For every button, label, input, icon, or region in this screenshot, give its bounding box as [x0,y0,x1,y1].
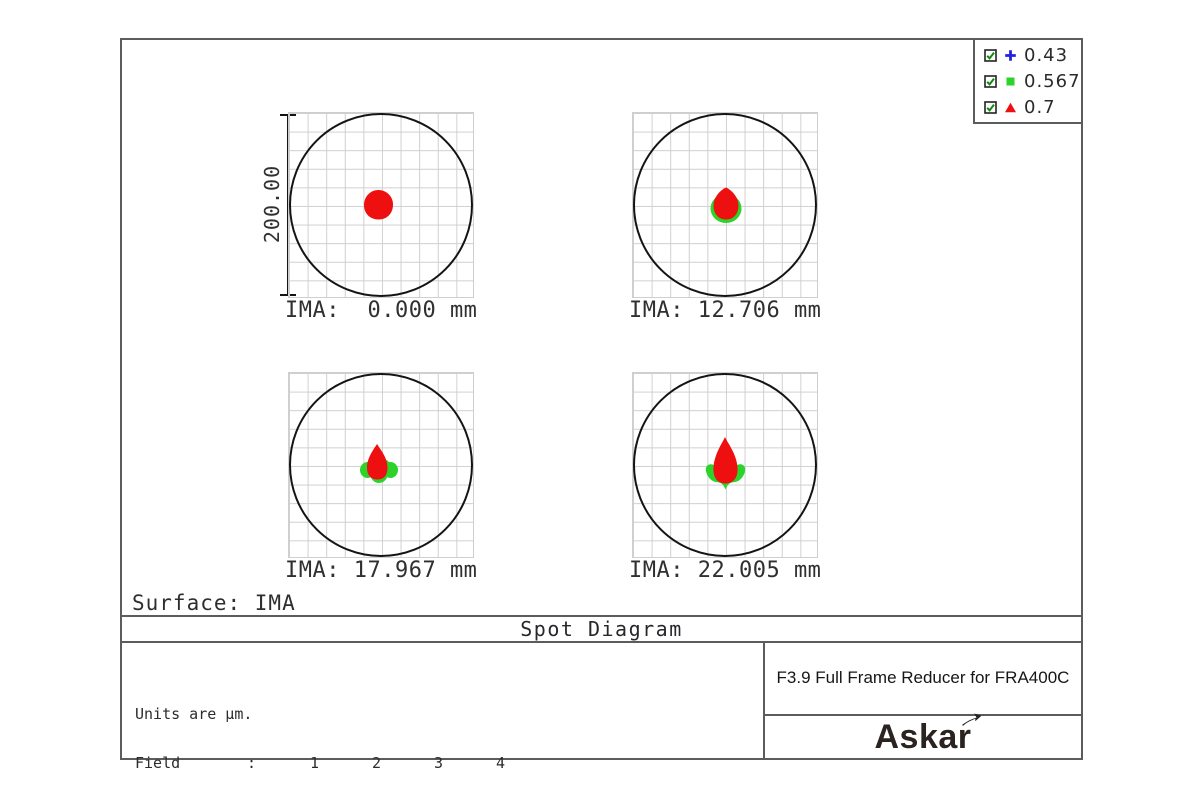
brand-dart-icon [961,713,981,726]
legend-label: 0.43 [1024,44,1069,66]
brand-name: Askar [874,717,972,756]
spot-panel-field-2 [632,112,818,298]
airy-circle [289,113,473,297]
product-title-cell: F3.9 Full Frame Reducer for FRA400C [765,641,1081,714]
divider-line [122,615,1081,617]
legend-row-07: 0.7 [984,96,1081,119]
legend-row-0567: 0.567 [984,70,1081,93]
wavelength-legend: 0.43 0.567 0.7 [973,38,1083,124]
scale-bar-label: 200.00 [260,164,284,244]
spot-red [713,187,739,220]
ima-label-field-1: IMA: 0.000 mm [285,298,478,323]
spot-red [367,444,388,480]
airy-circle [633,373,817,557]
spot-cluster-field-3 [360,444,398,483]
brand-logo: Askar [874,713,981,757]
surface-label: Surface: IMA [132,591,296,615]
spot-red [713,437,738,484]
spot-panel-field-4 [632,372,818,558]
diagram-frame: 0.43 0.567 0.7 [120,38,1083,771]
checkbox-icon[interactable] [984,74,997,88]
ima-label-field-4: IMA: 22.005 mm [629,558,822,583]
bottom-vertical-divider [763,641,765,758]
table-row-field: Field:1 2 3 4 [135,754,505,773]
title-block-divider [763,714,1081,716]
airy-circle [289,373,473,557]
ima-label-field-2: IMA: 12.706 mm [629,298,822,323]
units-line: Units are µm. [135,704,253,723]
spot-cluster-field-2 [710,187,742,223]
ima-label-field-3: IMA: 17.967 mm [285,558,478,583]
brand-cell: Askar [765,713,1081,758]
airy-circle [633,113,817,297]
spot-panel-field-3 [288,372,474,558]
spot-panel-field-1 [288,112,474,298]
spot-red [364,190,393,220]
triangle-marker-icon [1005,102,1016,112]
product-title: F3.9 Full Frame Reducer for FRA400C [776,667,1070,687]
square-marker-icon [1006,77,1015,85]
cross-marker-icon [1005,49,1016,61]
checkbox-icon[interactable] [984,100,997,114]
divider-line [122,641,1081,643]
legend-row-043: 0.43 [984,44,1081,67]
spot-cluster-field-4 [705,437,746,490]
legend-label: 0.7 [1024,96,1056,118]
checkbox-icon[interactable] [984,48,997,62]
spot-cluster-field-1 [364,190,393,220]
diagram-title: Spot Diagram [520,617,683,641]
legend-label: 0.567 [1024,70,1081,92]
